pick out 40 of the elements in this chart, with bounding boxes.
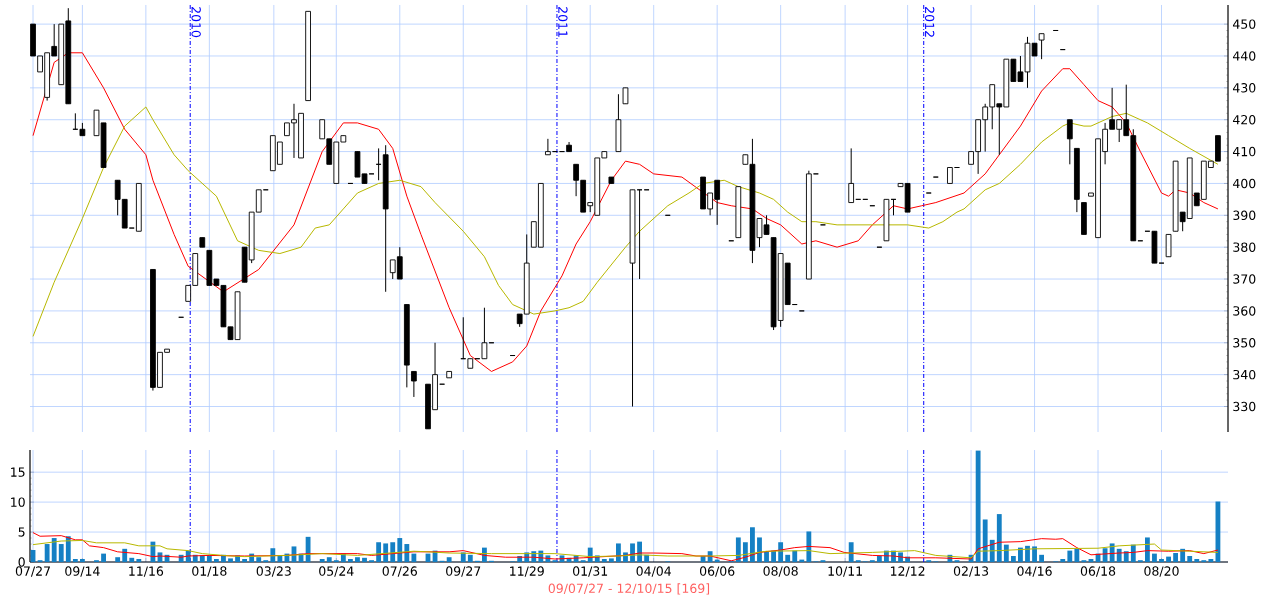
y-tick-label: 450: [1232, 19, 1256, 29]
y-tick-label: 5: [18, 527, 25, 537]
x-tick-label: 03/23: [256, 566, 291, 577]
x-tick-label: 11/16: [129, 566, 164, 577]
x-tick-label: 08/20: [1144, 566, 1179, 577]
y-tick-label: 400: [1232, 178, 1256, 189]
y-tick-label: 430: [1232, 83, 1256, 93]
x-tick-label: 11/29: [510, 566, 544, 577]
x-tick-label: 08/08: [763, 566, 798, 577]
x-tick-label: 09/14: [65, 566, 100, 577]
x-tick-label: 06/06: [699, 566, 735, 577]
x-tick-label: 04/04: [636, 566, 671, 577]
y-tick-label: 360: [1233, 306, 1256, 316]
x-tick-label: 10/11: [828, 566, 862, 577]
x-tick-label: 05/24: [319, 566, 354, 577]
x-tick-label: 12/12: [890, 566, 925, 577]
text: 09/07/27 - 12/10/15 [169]: [548, 583, 710, 595]
x-tick-label: 01/31: [573, 566, 608, 577]
ref-line-label: 2010: [191, 7, 201, 38]
ref-line-label: 2012: [924, 7, 935, 37]
y-tick-label: 10: [11, 497, 25, 507]
y-tick-label: 350: [1233, 338, 1256, 348]
x-tick-label: 07/27: [15, 566, 50, 577]
y-tick-label: 390: [1233, 210, 1256, 221]
x-tick-label: 07/26: [382, 566, 417, 577]
x-tick-label: 09/27: [446, 566, 481, 577]
y-tick-label: 370: [1233, 274, 1256, 284]
x-tick-label: 01/18: [192, 566, 227, 577]
x-tick-label: 06/18: [1080, 566, 1116, 577]
y-tick-label: 330: [1233, 401, 1256, 412]
y-tick-label: 15: [11, 467, 25, 477]
x-tick-label: 02/13: [953, 566, 989, 577]
y-tick-label: 340: [1233, 369, 1256, 380]
y-tick-label: 380: [1233, 242, 1256, 252]
ref-line-label: 2011: [558, 7, 568, 37]
y-tick-label: 0: [18, 557, 25, 567]
y-tick-label: 440: [1232, 51, 1256, 61]
y-tick-label: 410: [1232, 146, 1256, 157]
x-tick-label: 04/16: [1017, 566, 1052, 577]
y-tick-label: 420: [1232, 114, 1256, 125]
